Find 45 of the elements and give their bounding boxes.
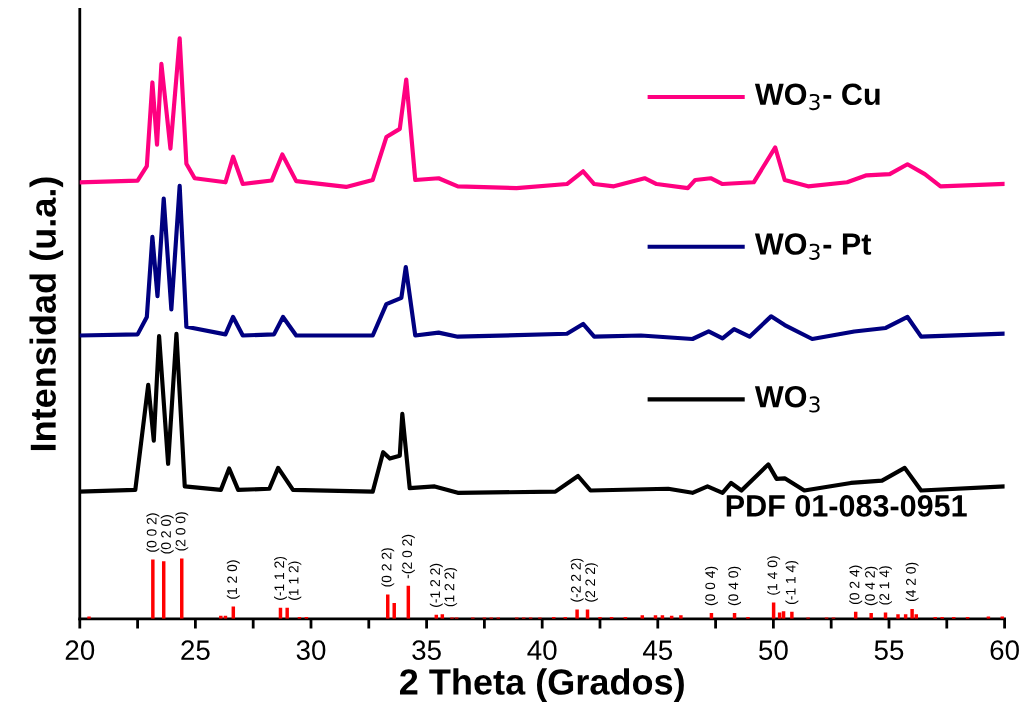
x-tick-label: 30 xyxy=(296,640,326,661)
bar xyxy=(151,559,155,619)
annotation: (0 4 2) xyxy=(864,566,878,606)
bar xyxy=(575,609,579,619)
annotation: (1 2 0) xyxy=(226,560,240,599)
bar xyxy=(790,611,794,619)
annotation: (2 2 2) xyxy=(584,563,598,602)
legend-label: WO$_{3}$- Cu xyxy=(754,83,880,111)
annotation: (0 0 2) xyxy=(146,513,160,552)
x-tick-label: 20 xyxy=(65,640,95,661)
annotation: (2 1 4) xyxy=(879,566,892,605)
annotation: (-1 1 2) xyxy=(274,556,287,600)
annotation: (1 4 0) xyxy=(767,556,781,595)
annotation: (0 0 4) xyxy=(704,566,718,606)
x-tick-label: 45 xyxy=(642,640,673,661)
x-tick-label: 60 xyxy=(990,640,1019,661)
x-tick-label: 35 xyxy=(412,640,441,661)
bar xyxy=(87,616,91,619)
annotation: (1 1 2) xyxy=(288,561,302,600)
annotation: (1 2 2) xyxy=(444,567,458,607)
annotation: PDF 01-083-0951 xyxy=(726,495,967,517)
legend-label: WO$_{3}$- Pt xyxy=(754,233,872,260)
annotation: -(2 0 2) xyxy=(401,534,415,579)
x-tick-label: 50 xyxy=(759,640,788,661)
annotation: (0 2 0) xyxy=(160,515,174,554)
x-tick-label: 55 xyxy=(874,640,904,661)
x-tick-label: 25 xyxy=(181,640,210,661)
bar xyxy=(392,603,396,619)
annotation: (0 4 0) xyxy=(728,566,742,606)
annotation: (0 2 2) xyxy=(381,548,395,587)
annotation: (-1 1 4) xyxy=(785,560,799,604)
bar xyxy=(679,615,683,619)
bar xyxy=(896,614,900,619)
bar xyxy=(285,607,289,619)
annotation: (0 2 4) xyxy=(849,565,863,604)
x-tick-label: 40 xyxy=(527,640,557,661)
annotation: (-2 2 2) xyxy=(570,558,584,602)
bar xyxy=(869,612,873,619)
annotation: (2 0 0) xyxy=(175,512,189,551)
bar xyxy=(910,608,914,619)
annotation: (4 2 0) xyxy=(905,562,919,602)
legend-label: WO$_{3}$ xyxy=(754,385,820,413)
annotation: (-1 2 2) xyxy=(429,563,443,607)
x-axis-title: 2 Theta (Grados) xyxy=(399,668,684,702)
y-axis-title: Intensidad (u.a.) xyxy=(29,177,64,451)
